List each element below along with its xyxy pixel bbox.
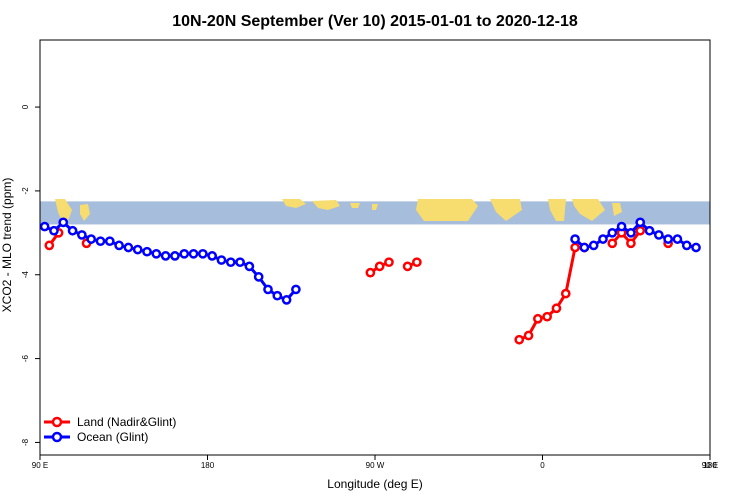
x-tick-label: 90 E (702, 461, 718, 470)
data-point (253, 271, 264, 282)
data-point (77, 230, 87, 240)
data-point (39, 221, 50, 232)
data-point (95, 236, 106, 247)
data-point (365, 267, 376, 278)
data-point (616, 221, 627, 232)
data-point (626, 227, 636, 238)
data-point (532, 313, 543, 324)
y-axis-label: XCO2 - MLO trend (ppm) (0, 178, 14, 313)
data-point (681, 240, 692, 251)
data-point (235, 257, 245, 268)
data-point (160, 251, 171, 261)
data-point (579, 242, 590, 253)
data-point (560, 288, 571, 299)
data-point (412, 257, 422, 268)
x-tick-label: 0 (540, 461, 545, 470)
series-line (518, 246, 585, 342)
legend: Land (Nadir&Glint)Ocean (Glint) (44, 415, 176, 444)
data-point (216, 255, 227, 265)
data-point (244, 261, 255, 272)
data-point (58, 217, 69, 228)
data-point (663, 234, 673, 244)
data-point (272, 290, 283, 301)
data-point (374, 261, 385, 272)
series-land-nadir-glint (44, 225, 673, 345)
map-land (55, 199, 622, 221)
data-point (225, 257, 236, 268)
data-point (542, 311, 553, 322)
y-axis: 0 -2 -4 -6 -8 (21, 40, 41, 455)
data-point (104, 236, 115, 247)
legend-label: Land (Nadir&Glint) (77, 415, 176, 429)
data-point (402, 261, 413, 272)
data-point (644, 225, 655, 236)
data-point (653, 230, 664, 240)
y-tick-label: -6 (21, 354, 30, 362)
x-tick-label: 90 W (366, 461, 385, 470)
data-point (179, 248, 190, 259)
data-point (570, 234, 580, 244)
data-point (551, 303, 562, 314)
x-tick-label: 90 E (32, 461, 48, 470)
x-axis-label: Longitude (deg E) (327, 477, 422, 491)
map-ocean (40, 201, 710, 225)
data-point (384, 257, 394, 268)
data-point (44, 240, 55, 251)
data-point (188, 248, 199, 259)
data-point (132, 244, 143, 255)
legend-marker (51, 416, 63, 428)
data-point (151, 248, 162, 259)
world-map-strip (40, 199, 710, 225)
legend-label: Ocean (Glint) (77, 430, 148, 444)
y-tick-label: -4 (21, 271, 30, 279)
data-point (607, 227, 618, 238)
data-point (197, 248, 208, 259)
data-point (67, 225, 78, 236)
data-point (626, 238, 636, 249)
series-line (611, 229, 642, 245)
series-layer (39, 217, 701, 345)
data-point (523, 330, 534, 341)
legend-marker (51, 431, 63, 443)
data-point (86, 234, 97, 244)
data-point (291, 284, 301, 295)
x-tick-label: 180 (703, 461, 717, 470)
data-point (672, 234, 683, 244)
data-point (598, 234, 608, 244)
data-point (588, 240, 599, 251)
data-point (635, 217, 646, 228)
data-point (170, 251, 180, 261)
data-point (142, 246, 152, 257)
x-tick-label: 180 (201, 461, 215, 470)
chart-title: 10N-20N September (Ver 10) 2015-01-01 to… (172, 13, 578, 30)
data-point (635, 225, 646, 236)
data-point (607, 238, 618, 249)
data-point (514, 334, 525, 345)
data-point (281, 295, 292, 305)
y-tick-label: -2 (21, 187, 30, 195)
data-point (123, 242, 134, 253)
data-point (263, 284, 273, 295)
data-point (49, 225, 59, 236)
data-point (114, 240, 124, 251)
data-point (570, 242, 580, 253)
data-point (207, 251, 218, 261)
series-ocean-glint (39, 217, 701, 305)
y-tick-label: -8 (21, 438, 30, 446)
data-point (691, 242, 701, 253)
y-tick-label: 0 (21, 104, 30, 109)
